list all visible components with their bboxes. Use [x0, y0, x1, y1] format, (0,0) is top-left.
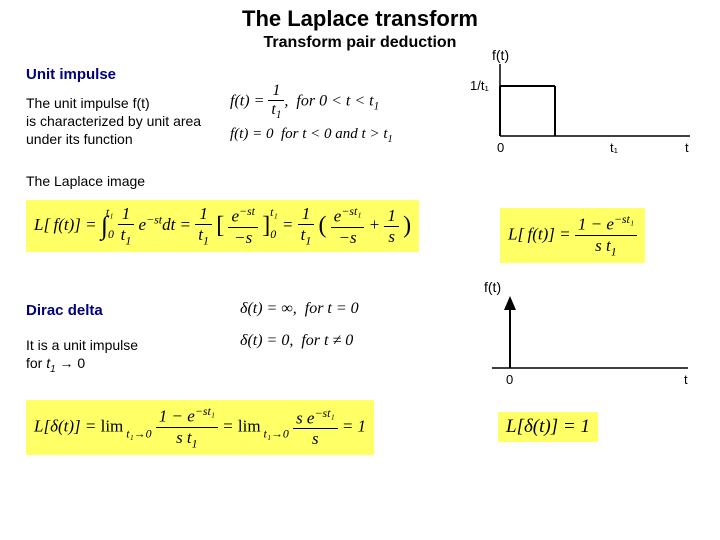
formula-laplace-integral: L[ f(t)] = ∫0t₁ 1t1 e−stdt = 1t1 [ e−st−… [26, 200, 419, 252]
unit-impulse-text-1: The unit impulse f(t) [26, 94, 196, 112]
dirac-text-1: It is a unit impulse [26, 336, 138, 354]
graph1-x1: t₁ [610, 140, 619, 155]
page-title: The Laplace transform [0, 0, 720, 32]
laplace-image-label: The Laplace image [26, 172, 145, 190]
graph2-xaxis: t [684, 372, 688, 387]
graph1-x0: 0 [497, 140, 504, 155]
formula-ft-pulse: f(t) = 1t1, for 0 < t < t1 [230, 82, 379, 121]
graph1-ylabel: f(t) [492, 47, 509, 63]
graph1-xaxis: t [685, 140, 689, 155]
graph1-height-label: 1/t₁ [470, 78, 489, 93]
formula-ft-zero: f(t) = 0 for t < 0 and t > t1 [230, 126, 393, 145]
graph2-x0: 0 [506, 372, 513, 387]
dirac-delta-heading: Dirac delta [26, 302, 103, 319]
formula-delta-limit: L[δ(t)] = lim t₁→0 1 − e−st₁s t1 = lim t… [26, 400, 374, 455]
formula-delta-zero: δ(t) = 0, for t ≠ 0 [240, 332, 353, 350]
formula-delta-result: L[δ(t)] = 1 [498, 412, 598, 442]
graph-unit-impulse: f(t) 1/t₁ 0 t₁ t [470, 46, 700, 156]
formula-delta-inf: δ(t) = ∞, for t = 0 [240, 300, 359, 318]
unit-impulse-heading: Unit impulse [26, 66, 116, 83]
formula-laplace-result: L[ f(t)] = 1 − e−st₁s t1 [500, 208, 645, 263]
dirac-text-2: for t1 → 0 [26, 354, 85, 377]
graph2-ylabel: f(t) [484, 279, 501, 295]
unit-impulse-text-2: is characterized by unit area under its … [26, 112, 206, 148]
graph-dirac-delta: f(t) 0 t [470, 278, 700, 388]
